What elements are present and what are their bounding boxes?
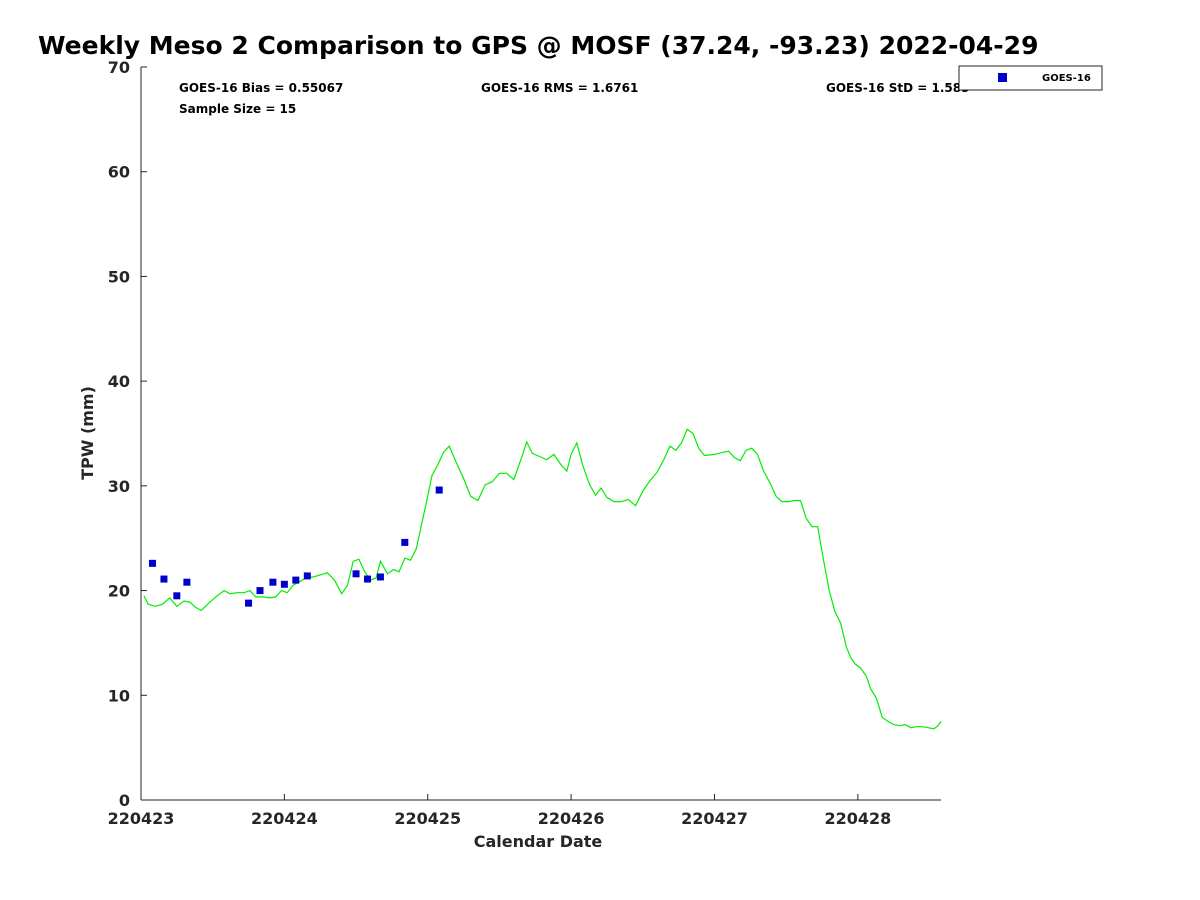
goes16-point xyxy=(280,580,288,588)
goes16-point xyxy=(269,578,277,586)
goes16-point xyxy=(148,559,156,567)
y-tick-label: 60 xyxy=(108,163,130,182)
sample-size-stat: Sample Size = 15 xyxy=(179,102,296,116)
y-tick-label: 70 xyxy=(108,58,130,77)
goes16-point xyxy=(352,570,360,578)
goes16-point xyxy=(245,599,253,607)
bias-stat: GOES-16 Bias = 0.55067 xyxy=(179,81,343,95)
goes16-points-layer xyxy=(148,486,443,607)
y-ticks: 0 10 20 30 40 50 60 70 xyxy=(108,58,147,810)
goes16-point xyxy=(173,592,181,600)
goes16-point xyxy=(256,587,264,595)
goes16-point xyxy=(183,578,191,586)
y-tick-label: 0 xyxy=(119,791,130,810)
chart-title: Weekly Meso 2 Comparison to GPS @ MOSF (… xyxy=(38,31,1038,60)
x-tick-label: 220426 xyxy=(538,809,605,828)
gps-line-layer xyxy=(143,428,942,730)
x-tick-label: 220423 xyxy=(108,809,175,828)
gps-series-line xyxy=(143,428,942,730)
goes16-point xyxy=(401,538,409,546)
std-stat: GOES-16 StD = 1.585 xyxy=(826,81,969,95)
rms-stat: GOES-16 RMS = 1.6761 xyxy=(481,81,638,95)
y-tick-label: 50 xyxy=(108,267,130,286)
y-tick-label: 20 xyxy=(108,582,130,601)
legend-label-goes16: GOES-16 xyxy=(1042,73,1091,84)
goes16-point xyxy=(292,576,300,584)
y-tick-label: 30 xyxy=(108,477,130,496)
goes16-point xyxy=(435,486,443,494)
goes16-point xyxy=(160,575,168,583)
axes-background xyxy=(141,67,941,800)
goes16-point xyxy=(376,573,384,581)
x-axis-label: Calendar Date xyxy=(474,832,603,851)
x-tick-label: 220427 xyxy=(681,809,748,828)
legend-box xyxy=(958,65,1103,91)
x-tick-label: 220425 xyxy=(394,809,461,828)
legend: GOES-16 xyxy=(958,65,1103,91)
y-tick-label: 10 xyxy=(108,686,130,705)
goes16-point xyxy=(364,575,372,583)
x-tick-label: 220424 xyxy=(251,809,318,828)
y-tick-label: 40 xyxy=(108,372,130,391)
x-ticks: 220423 220424 220425 220426 220427 220428 xyxy=(108,794,891,828)
x-tick-label: 220428 xyxy=(824,809,891,828)
legend-marker-goes16 xyxy=(998,73,1007,82)
plot-area: 0 10 20 30 40 50 60 70 220423 220424 220425 220426… xyxy=(108,58,942,828)
y-axis-label: TPW (mm) xyxy=(78,386,97,480)
goes16-point xyxy=(303,572,311,580)
